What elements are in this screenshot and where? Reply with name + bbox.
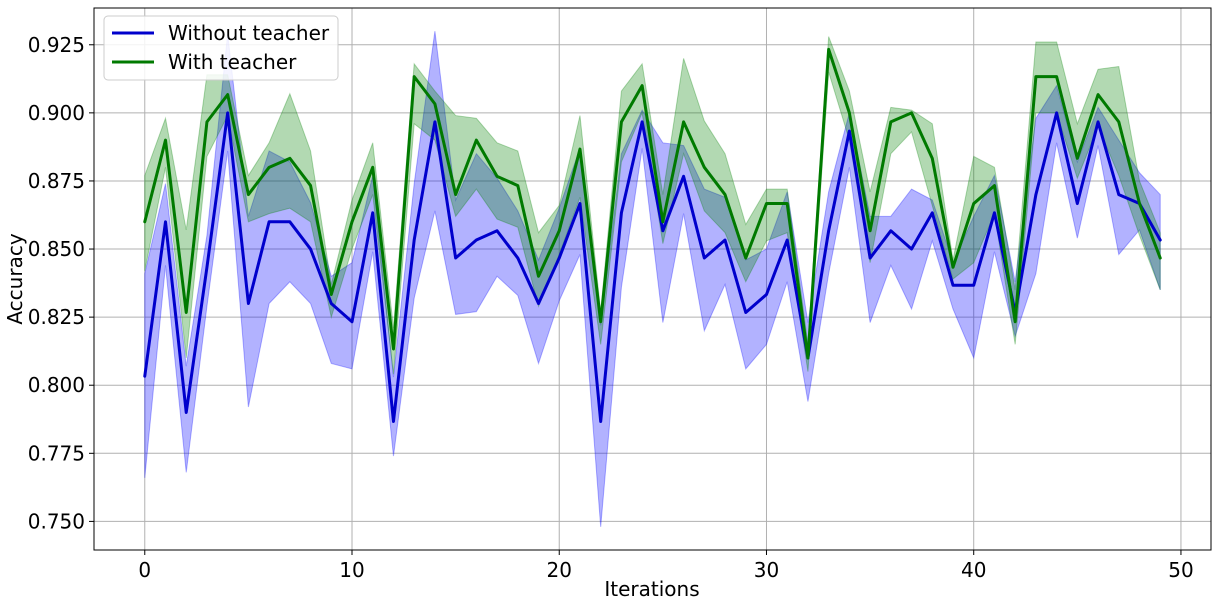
x-tick-label: 30: [754, 558, 779, 582]
x-tick-label: 20: [547, 558, 572, 582]
x-tick-label: 50: [1168, 558, 1193, 582]
plot-frame: [93, 7, 1212, 551]
x-axis-label: Iterations: [604, 577, 699, 601]
x-axis-ticks: 0 10 20 30 40 50: [138, 550, 1194, 582]
y-tick-label: 0.775: [28, 441, 85, 465]
series-line-1: [143, 47, 1162, 360]
y-tick-label: 0.925: [28, 33, 85, 57]
legend-label-without-teacher: Without teacher: [168, 21, 330, 45]
y-axis-label: Accuracy: [3, 233, 27, 324]
y-tick-label: 0.850: [28, 237, 85, 261]
x-tick-label: 10: [339, 558, 364, 582]
y-tick-label: 0.750: [28, 509, 85, 533]
y-axis-ticks: 0.750 0.775 0.800 0.825 0.850 0.875 0.900 0.925: [28, 33, 94, 533]
confidence-band-series-0: [144, 31, 1161, 527]
legend: Without teacher With teacher: [103, 15, 339, 81]
legend-box: [103, 15, 339, 81]
legend-label-with-teacher: With teacher: [168, 50, 297, 74]
y-tick-label: 0.800: [28, 373, 85, 397]
y-tick-label: 0.875: [28, 169, 85, 193]
y-tick-label: 0.900: [28, 101, 85, 125]
series-line-0: [143, 111, 1162, 423]
series-lines: [143, 47, 1162, 423]
x-tick-label: 40: [961, 558, 986, 582]
x-tick-label: 0: [138, 558, 151, 582]
y-tick-label: 0.825: [28, 305, 85, 329]
